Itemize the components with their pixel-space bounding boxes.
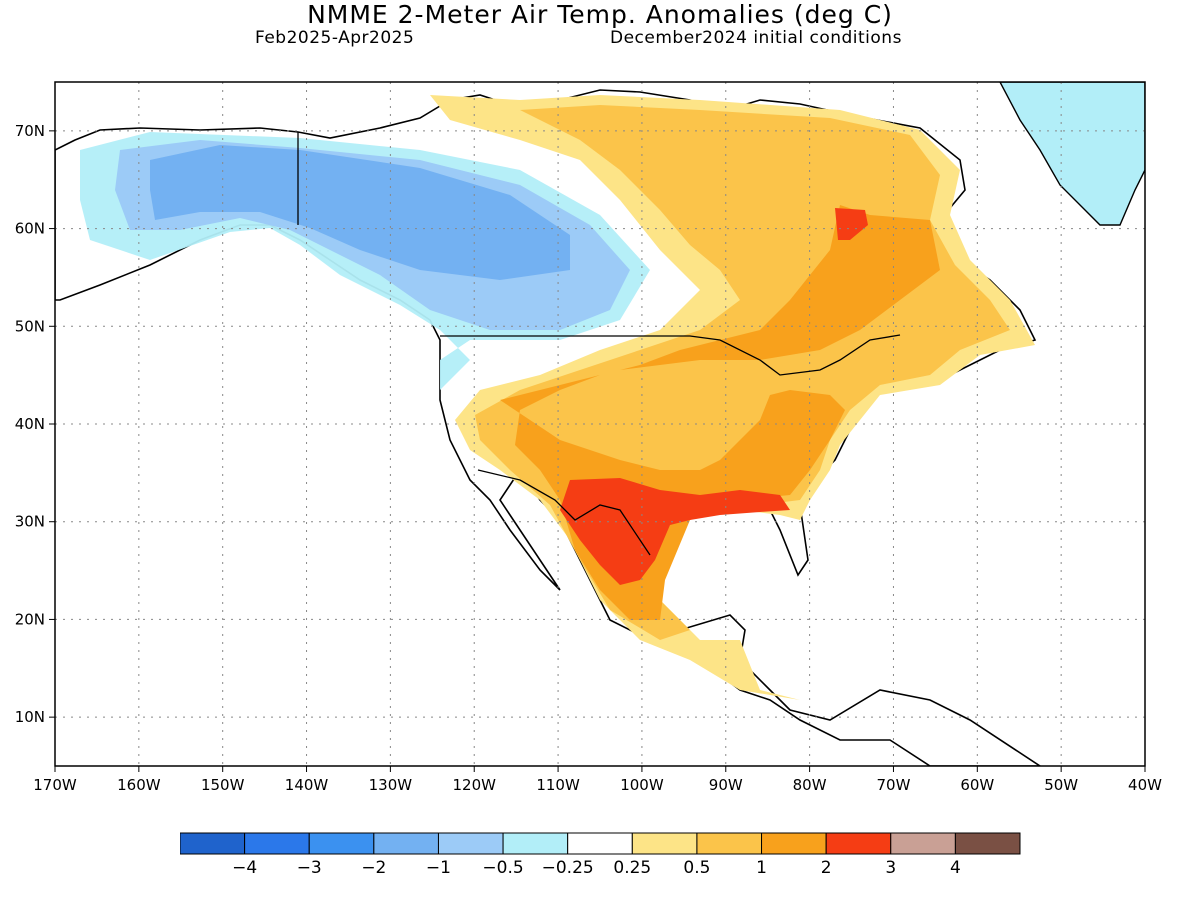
gridlines <box>55 82 1145 766</box>
lon-tick-label: 40W <box>1128 776 1162 794</box>
colorbar-label: 3 <box>885 858 896 878</box>
colorbar-swatch <box>696 832 763 855</box>
map-canvas <box>55 82 1145 766</box>
lat-tick-label: 10N <box>15 708 45 726</box>
colorbar-swatch <box>954 832 1021 855</box>
colorbar-swatch <box>502 832 569 855</box>
colorbar-label: 4 <box>950 858 961 878</box>
lon-tick-label: 90W <box>709 776 743 794</box>
lon-tick-label: 110W <box>536 776 580 794</box>
colorbar: −4 −3 −2 −1 −0.5 −0.25 0.25 0.5 1 2 3 4 <box>179 832 1040 896</box>
anomaly-region-plus-2-labrador <box>835 208 868 240</box>
lon-tick-label: 170W <box>33 776 77 794</box>
colorbar-swatch <box>179 832 246 855</box>
us-canada-border <box>440 334 901 376</box>
axis-ticks: 170W 160W 150W 140W 130W 120W 110W 100W 90W 80W 70… <box>15 122 1162 794</box>
colorbar-label: −2 <box>361 858 386 878</box>
colorbar-graphic: −4 −3 −2 −1 −0.5 −0.25 0.25 0.5 1 2 3 4 <box>179 832 1021 878</box>
lat-tick-label: 30N <box>15 513 45 531</box>
colorbar-label: −0.25 <box>542 858 594 878</box>
colorbar-label: −4 <box>232 858 257 878</box>
initial-conditions: December2024 initial conditions <box>610 28 902 48</box>
lon-tick-label: 150W <box>201 776 245 794</box>
lon-tick-label: 120W <box>452 776 496 794</box>
lat-tick-label: 50N <box>15 317 45 335</box>
anomaly-region-minus-1 <box>150 145 570 280</box>
anomaly-region-plus-2 <box>560 478 790 585</box>
colorbar-swatch <box>631 832 698 855</box>
lon-tick-label: 80W <box>793 776 827 794</box>
us-mexico-border <box>477 469 651 556</box>
colorbar-swatch <box>373 832 439 855</box>
lon-tick-label: 100W <box>620 776 664 794</box>
colorbar-swatch <box>308 832 375 855</box>
colorbar-swatch <box>825 832 892 855</box>
lat-tick-label: 20N <box>15 610 45 628</box>
colorbar-swatch <box>437 832 504 855</box>
colorbar-label: 2 <box>821 858 832 878</box>
forecast-period: Feb2025-Apr2025 <box>255 28 415 48</box>
lon-tick-label: 160W <box>117 776 161 794</box>
colorbar-swatch <box>890 832 956 855</box>
lon-tick-label: 70W <box>877 776 911 794</box>
greenland <box>999 82 1145 226</box>
lat-tick-label: 60N <box>15 220 45 238</box>
colorbar-swatch <box>244 832 310 855</box>
lon-tick-label: 130W <box>369 776 413 794</box>
lon-tick-label: 50W <box>1044 776 1078 794</box>
colorbar-label: 0.25 <box>613 858 651 878</box>
colorbar-label: −3 <box>297 858 322 878</box>
colorbar-label: 0.5 <box>683 858 710 878</box>
map-title: NMME 2-Meter Air Temp. Anomalies (deg C) <box>307 0 893 29</box>
lat-tick-label: 70N <box>15 122 45 140</box>
lon-tick-label: 140W <box>285 776 329 794</box>
colorbar-label: −1 <box>426 858 451 878</box>
colorbar-swatch <box>761 832 827 855</box>
lat-tick-label: 40N <box>15 415 45 433</box>
colorbar-label: 1 <box>756 858 767 878</box>
colorbar-swatch <box>567 832 633 855</box>
lon-tick-label: 60W <box>960 776 994 794</box>
colorbar-label: −0.5 <box>482 858 523 878</box>
